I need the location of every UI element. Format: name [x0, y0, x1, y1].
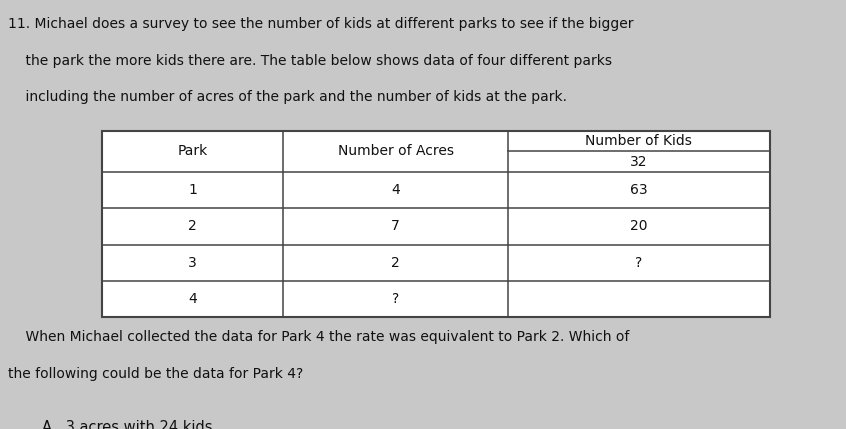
- FancyBboxPatch shape: [102, 131, 770, 317]
- Text: 7: 7: [391, 220, 400, 233]
- Text: Park: Park: [178, 145, 207, 158]
- Text: 2: 2: [188, 220, 197, 233]
- Text: 32: 32: [630, 154, 647, 169]
- Text: 11. Michael does a survey to see the number of kids at different parks to see if: 11. Michael does a survey to see the num…: [8, 17, 634, 31]
- Text: When Michael collected the data for Park 4 the rate was equivalent to Park 2. Wh: When Michael collected the data for Park…: [8, 330, 629, 344]
- Text: Number of Acres: Number of Acres: [338, 145, 453, 158]
- Text: A.  3 acres with 24 kids: A. 3 acres with 24 kids: [42, 420, 213, 429]
- Text: 2: 2: [391, 256, 400, 270]
- Text: ?: ?: [392, 292, 399, 306]
- Text: 1: 1: [188, 183, 197, 197]
- Text: the park the more kids there are. The table below shows data of four different p: the park the more kids there are. The ta…: [8, 54, 613, 68]
- Text: Number of Kids: Number of Kids: [585, 134, 692, 148]
- Text: 3: 3: [188, 256, 197, 270]
- Text: the following could be the data for Park 4?: the following could be the data for Park…: [8, 367, 304, 381]
- Text: 4: 4: [188, 292, 197, 306]
- Text: 63: 63: [630, 183, 647, 197]
- Text: 20: 20: [630, 220, 647, 233]
- Text: ?: ?: [635, 256, 642, 270]
- Text: 4: 4: [391, 183, 400, 197]
- Text: including the number of acres of the park and the number of kids at the park.: including the number of acres of the par…: [8, 90, 568, 104]
